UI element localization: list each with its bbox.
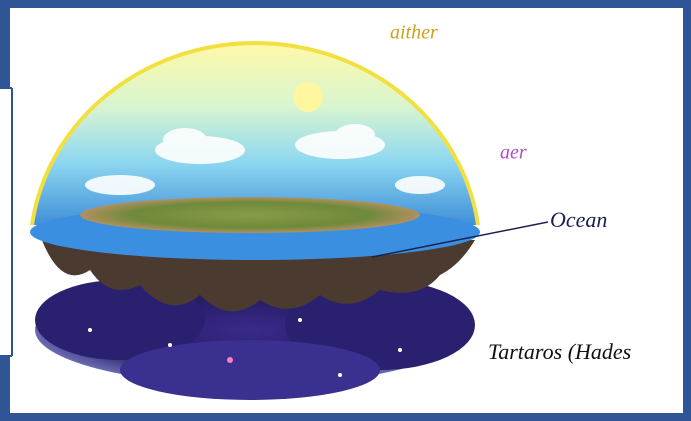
frame-right — [683, 0, 691, 421]
frame-left-bottom — [0, 356, 10, 421]
label-aither: aither — [390, 22, 438, 44]
label-tartaros: Tartaros (Hades — [488, 339, 631, 364]
frame-left-top — [0, 0, 10, 88]
frame-top — [0, 0, 691, 8]
label-ocean: Ocean — [550, 207, 607, 232]
sun — [293, 82, 323, 112]
frame-bottom — [0, 413, 691, 421]
label-aer: aer — [500, 142, 527, 164]
illustration: aither aer Ocean Tartaros (Hades — [0, 0, 691, 421]
land — [80, 197, 420, 233]
page: {"labels": {"aither": "aither", "aer": "… — [0, 0, 691, 421]
